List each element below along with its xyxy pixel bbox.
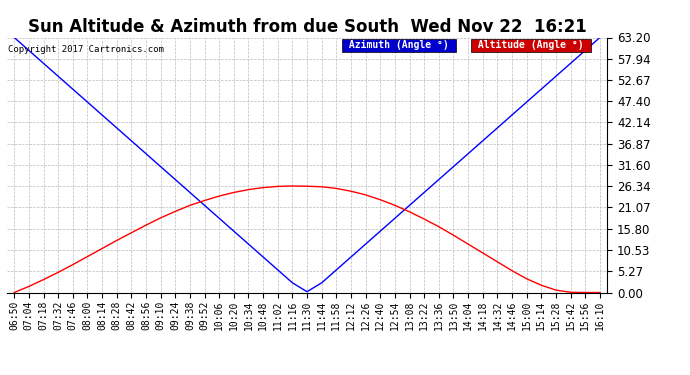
Text: Altitude (Angle °): Altitude (Angle °) [472, 40, 590, 50]
Text: Azimuth (Angle °): Azimuth (Angle °) [343, 40, 455, 50]
Text: Copyright 2017 Cartronics.com: Copyright 2017 Cartronics.com [8, 45, 164, 54]
Title: Sun Altitude & Azimuth from due South  Wed Nov 22  16:21: Sun Altitude & Azimuth from due South We… [28, 18, 586, 36]
